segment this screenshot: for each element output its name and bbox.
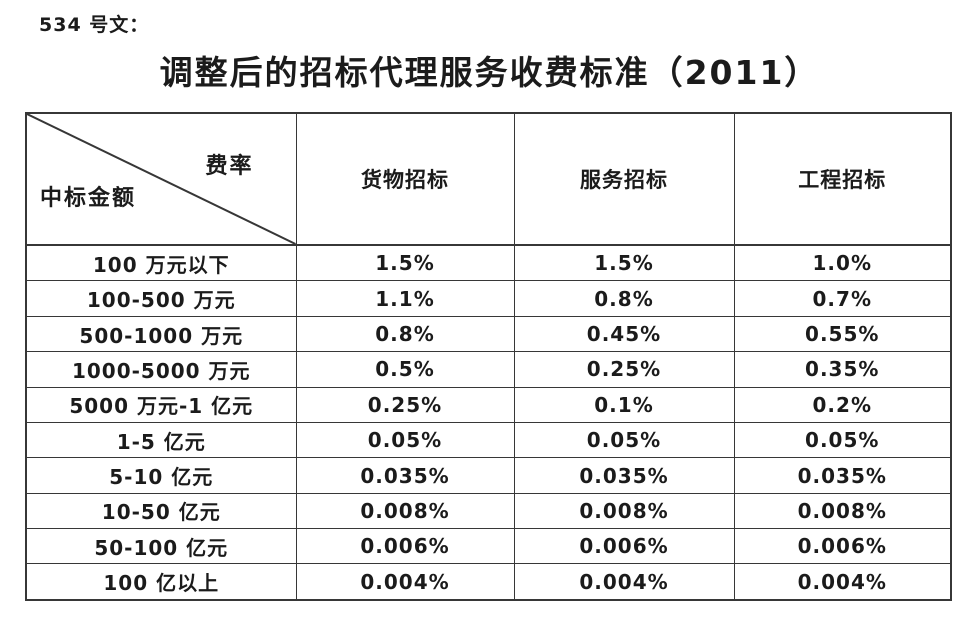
- fee-value-cell: 0.006%: [295, 528, 515, 565]
- row-label-cell: 100 万元以下: [25, 244, 297, 282]
- row-label-cell: 500-1000 万元: [25, 315, 297, 353]
- row-label-cell: 1000-5000 万元: [25, 351, 297, 388]
- column-header-services: 服务招标: [513, 112, 735, 246]
- fee-value-cell: 0.55%: [733, 315, 952, 353]
- table-row: 5000 万元-1 亿元 0.25% 0.1% 0.2%: [25, 386, 952, 423]
- page-title: 调整后的招标代理服务收费标准（2011）: [159, 53, 820, 92]
- row-label-cell: 100-500 万元: [25, 280, 297, 317]
- fee-value-cell: 0.035%: [295, 457, 515, 494]
- fee-value-cell: 0.8%: [513, 280, 735, 317]
- diagonal-divider-line: [27, 114, 296, 244]
- fee-value-cell: 0.008%: [733, 492, 952, 530]
- table-row: 10-50 亿元 0.008% 0.008% 0.008%: [25, 492, 952, 530]
- corner-label-amount: 中标金额: [40, 186, 137, 211]
- corner-label-rate: 费率: [205, 154, 254, 179]
- column-header-goods: 货物招标: [295, 112, 515, 246]
- fee-value-cell: 0.35%: [733, 351, 952, 388]
- fee-value-cell: 0.008%: [295, 492, 515, 530]
- row-label-cell: 5000 万元-1 亿元: [25, 386, 297, 423]
- table-row: 500-1000 万元 0.8% 0.45% 0.55%: [25, 315, 952, 353]
- table-row: 100 万元以下 1.5% 1.5% 1.0%: [25, 244, 952, 282]
- fee-value-cell: 0.05%: [733, 421, 952, 459]
- fee-value-cell: 0.008%: [513, 492, 735, 530]
- fee-value-cell: 0.05%: [295, 421, 515, 459]
- fee-value-cell: 0.035%: [513, 457, 735, 494]
- fee-value-cell: 1.5%: [513, 244, 735, 282]
- row-label-cell: 1-5 亿元: [25, 421, 297, 459]
- row-label-cell: 100 亿以上: [25, 563, 297, 601]
- fee-table: 费率 中标金额 货物招标 服务招标 工程招标 100 万元以下 1.5% 1.5…: [25, 112, 952, 601]
- fee-value-cell: 0.8%: [295, 315, 515, 353]
- table-row: 5-10 亿元 0.035% 0.035% 0.035%: [25, 457, 952, 494]
- doc-number-label: 534 号文：: [39, 14, 150, 36]
- fee-value-cell: 0.004%: [513, 563, 735, 601]
- fee-value-cell: 0.5%: [295, 351, 515, 388]
- fee-value-cell: 0.25%: [513, 351, 735, 388]
- table-row: 100-500 万元 1.1% 0.8% 0.7%: [25, 280, 952, 317]
- fee-value-cell: 0.05%: [513, 421, 735, 459]
- table-row: 1-5 亿元 0.05% 0.05% 0.05%: [25, 421, 952, 459]
- corner-cell: 费率 中标金额: [25, 112, 297, 246]
- header-row: 费率 中标金额 货物招标 服务招标 工程招标: [25, 112, 952, 246]
- fee-value-cell: 0.25%: [295, 386, 515, 423]
- row-label-cell: 50-100 亿元: [25, 528, 297, 565]
- fee-value-cell: 1.5%: [295, 244, 515, 282]
- fee-value-cell: 0.004%: [733, 563, 952, 601]
- fee-value-cell: 0.7%: [733, 280, 952, 317]
- fee-value-cell: 0.006%: [733, 528, 952, 565]
- fee-value-cell: 1.1%: [295, 280, 515, 317]
- row-label-cell: 5-10 亿元: [25, 457, 297, 494]
- fee-value-cell: 0.1%: [513, 386, 735, 423]
- fee-value-cell: 0.2%: [733, 386, 952, 423]
- fee-value-cell: 0.004%: [295, 563, 515, 601]
- fee-value-cell: 0.035%: [733, 457, 952, 494]
- table-row: 1000-5000 万元 0.5% 0.25% 0.35%: [25, 351, 952, 388]
- row-label-cell: 10-50 亿元: [25, 492, 297, 530]
- fee-value-cell: 0.45%: [513, 315, 735, 353]
- table-row: 100 亿以上 0.004% 0.004% 0.004%: [25, 563, 952, 601]
- column-header-works: 工程招标: [733, 112, 952, 246]
- fee-value-cell: 0.006%: [513, 528, 735, 565]
- fee-value-cell: 1.0%: [733, 244, 952, 282]
- table-row: 50-100 亿元 0.006% 0.006% 0.006%: [25, 528, 952, 565]
